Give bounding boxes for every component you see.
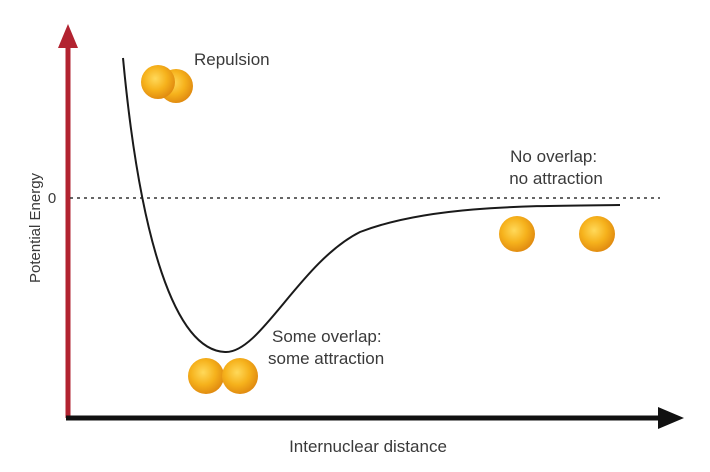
repulsion-label: Repulsion <box>194 50 270 69</box>
no-overlap-label: No overlap: no attraction <box>509 147 603 188</box>
atom-single-left-icon <box>499 216 535 252</box>
zero-tick-label: 0 <box>48 190 56 207</box>
some-overlap-line-2: some attraction <box>268 349 384 368</box>
no-overlap-line-2: no attraction <box>509 169 603 188</box>
x-axis-label: Internuclear distance <box>289 437 447 456</box>
potential-energy-curve <box>122 57 621 354</box>
atom-pair-overlapping-icon <box>141 65 193 103</box>
x-axis <box>66 407 684 429</box>
atom-pair-touching-icon <box>188 358 258 394</box>
no-overlap-line-1: No overlap: <box>510 147 597 166</box>
some-overlap-label: Some overlap: some attraction <box>268 327 386 368</box>
some-overlap-line-1: Some overlap: <box>272 327 382 346</box>
x-axis-arrowhead <box>658 407 684 429</box>
y-axis-arrowhead <box>58 24 78 48</box>
atom-single-right-icon <box>579 216 615 252</box>
y-axis <box>58 24 78 418</box>
y-axis-label: Potential Energy <box>27 172 44 283</box>
